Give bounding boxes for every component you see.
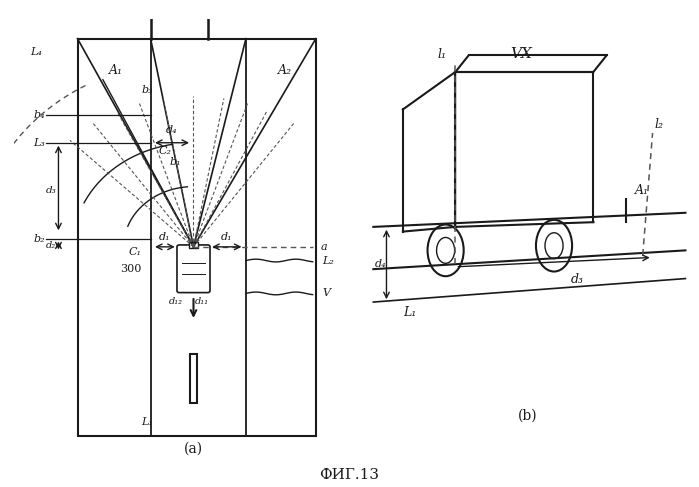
Text: b₃: b₃ [141,85,152,95]
Text: L₂: L₂ [322,256,334,265]
Text: b₄: b₄ [33,111,45,120]
Text: A₂: A₂ [278,64,291,77]
Text: A₁: A₁ [109,64,123,77]
Text: L₁: L₁ [403,306,416,319]
FancyBboxPatch shape [177,245,210,293]
Text: l₂: l₂ [655,118,663,131]
Text: C₁: C₁ [128,247,141,257]
Text: L₃: L₃ [33,138,45,148]
Text: (a): (a) [184,441,203,455]
Text: V: V [322,288,330,299]
Text: d₄: d₄ [375,260,387,269]
Text: a: a [321,242,327,252]
Text: L₄: L₄ [30,47,42,57]
Text: C₂: C₂ [159,146,171,156]
Bar [78,38,316,436]
Text: d₂: d₂ [45,241,56,250]
Text: b₁: b₁ [170,157,181,167]
Text: d₃: d₃ [45,186,57,195]
Text: VX: VX [510,47,532,61]
Text: L₁: L₁ [141,417,153,427]
Text: A₁: A₁ [635,184,649,197]
Bar [189,242,199,248]
Text: d₄: d₄ [166,125,178,135]
Text: W: W [144,0,157,3]
Text: d₃: d₃ [570,273,584,286]
Text: W: W [201,0,214,3]
Text: 300: 300 [120,263,141,274]
Text: d₁₂: d₁₂ [168,298,182,306]
Text: d₁: d₁ [221,232,233,242]
Text: l₁: l₁ [438,48,447,61]
Text: (b): (b) [518,409,538,423]
Text: d₁: d₁ [159,232,171,242]
Bar [189,354,197,403]
Text: ФИГ.13: ФИГ.13 [319,468,380,482]
Text: d₁₁: d₁₁ [195,298,209,306]
Text: b₂: b₂ [33,234,45,244]
